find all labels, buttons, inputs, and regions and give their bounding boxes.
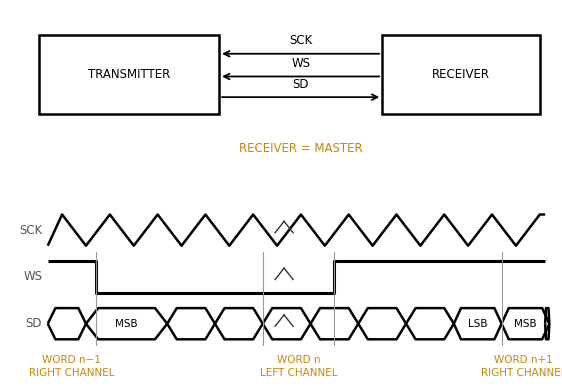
Text: SCK: SCK (289, 34, 312, 47)
Text: MSB: MSB (514, 319, 537, 329)
Bar (39, 35, 219, 114)
Bar (382, 35, 540, 114)
Text: TRANSMITTER: TRANSMITTER (88, 68, 170, 81)
Text: RECEIVER: RECEIVER (432, 68, 490, 81)
Text: RECEIVER = MASTER: RECEIVER = MASTER (239, 142, 362, 155)
Text: WORD n
LEFT CHANNEL: WORD n LEFT CHANNEL (260, 355, 337, 378)
Text: SCK: SCK (19, 223, 42, 237)
Text: SD: SD (26, 317, 42, 330)
Text: WORD n−1
RIGHT CHANNEL: WORD n−1 RIGHT CHANNEL (29, 355, 115, 378)
Text: WS: WS (291, 57, 310, 70)
Text: LSB: LSB (468, 319, 487, 329)
Text: SD: SD (292, 78, 309, 90)
Text: WS: WS (23, 270, 42, 284)
Text: MSB: MSB (115, 319, 138, 329)
Text: WORD n+1
RIGHT CHANNEL: WORD n+1 RIGHT CHANNEL (481, 355, 562, 378)
